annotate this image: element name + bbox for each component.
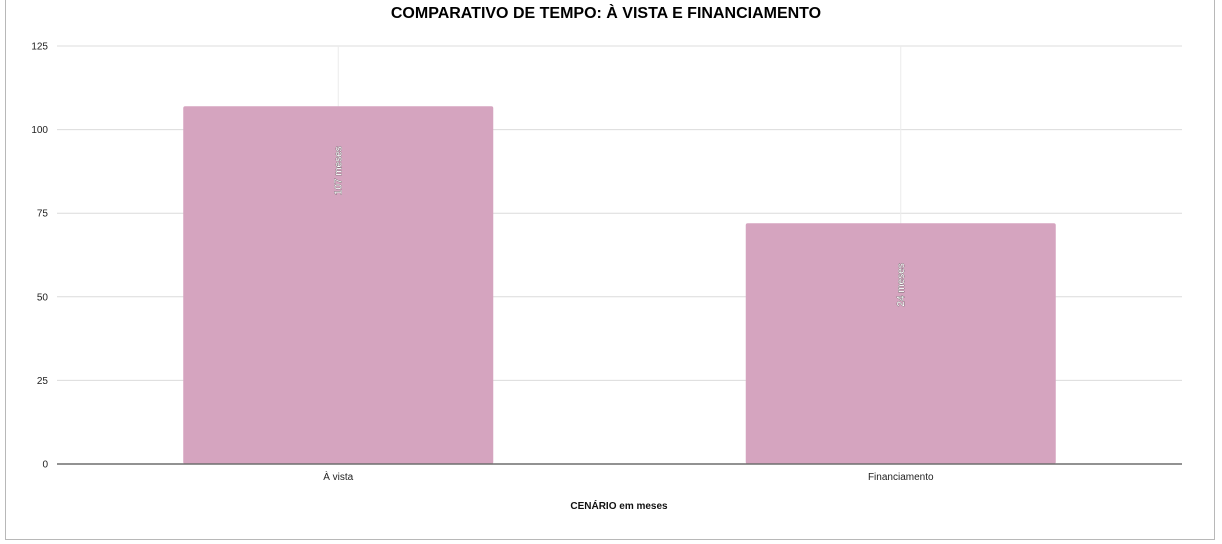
- y-tick-label: 100: [31, 125, 48, 136]
- y-axis-ticks: 0 25 50 75 100 125: [31, 42, 48, 471]
- y-tick-label: 25: [37, 376, 49, 387]
- y-tick-label: 75: [37, 209, 49, 220]
- bar-data-label: 107 meses: [334, 146, 345, 195]
- x-axis: À vista Financiamento: [57, 463, 1182, 483]
- y-tick-label: 125: [31, 42, 48, 53]
- bar-a-vista: [183, 106, 494, 464]
- x-tick-label: À vista: [323, 470, 353, 483]
- x-axis-label: CENÁRIO em meses: [570, 499, 668, 512]
- bars: 107 meses 24 meses: [183, 106, 1056, 464]
- bar-financiamento: [745, 223, 1056, 464]
- bar-data-label: 24 meses: [896, 263, 907, 306]
- chart-title: COMPARATIVO DE TEMPO: À VISTA E FINANCIA…: [391, 3, 821, 22]
- y-tick-label: 0: [42, 460, 48, 471]
- x-tick-label: Financiamento: [868, 472, 934, 483]
- y-tick-label: 50: [37, 292, 49, 303]
